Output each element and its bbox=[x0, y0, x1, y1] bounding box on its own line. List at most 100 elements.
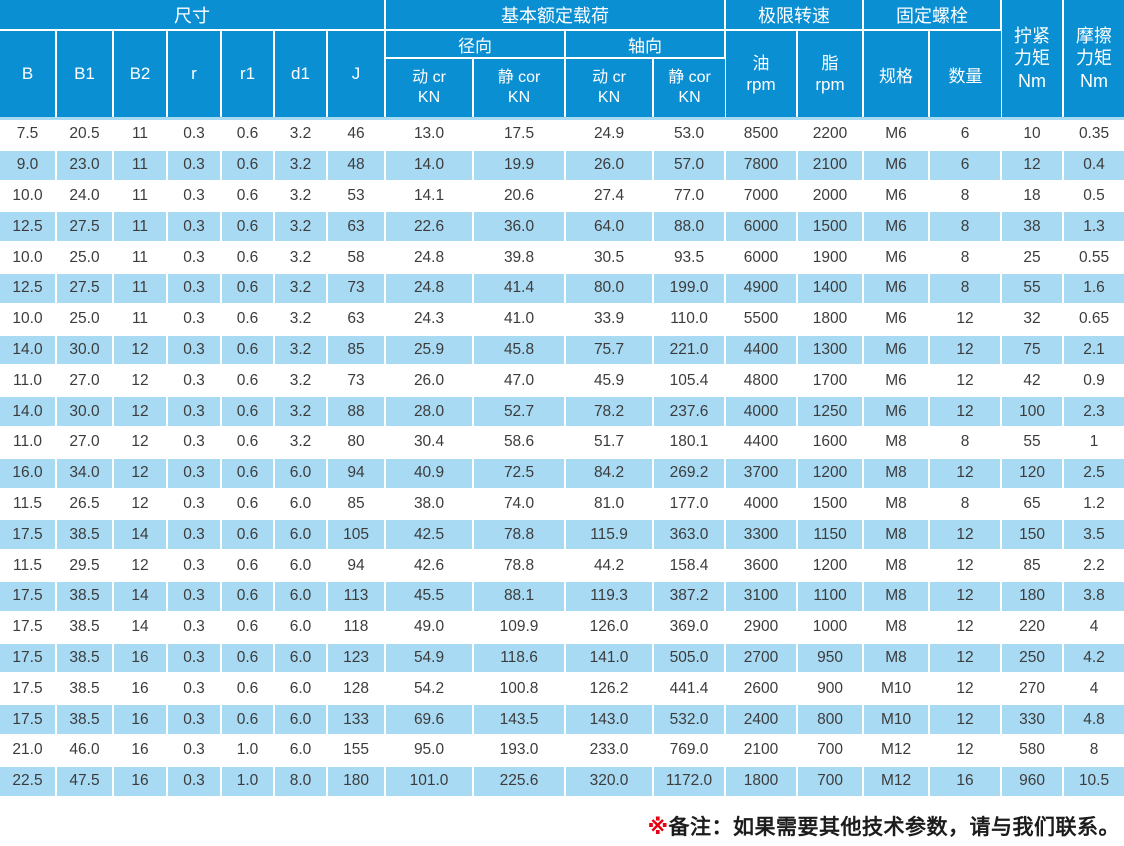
table-cell: 10.0 bbox=[0, 303, 57, 336]
table-cell: 0.6 bbox=[221, 242, 275, 274]
table-cell: 4800 bbox=[725, 365, 799, 398]
table-cell: 505.0 bbox=[653, 642, 727, 675]
table-cell: 237.6 bbox=[653, 396, 727, 428]
table-cell: 1800 bbox=[797, 303, 865, 336]
table-cell: 12 bbox=[929, 611, 1003, 644]
table-cell: 41.0 bbox=[473, 303, 567, 336]
table-cell: 141.0 bbox=[565, 642, 655, 675]
table-cell: 45.5 bbox=[385, 580, 475, 613]
table-cell: 58 bbox=[327, 242, 387, 274]
table-cell: M8 bbox=[863, 550, 931, 582]
table-cell: 12 bbox=[929, 457, 1003, 490]
table-cell: 0.3 bbox=[167, 180, 222, 213]
table-cell: 25.9 bbox=[385, 334, 475, 367]
table-cell: 3.2 bbox=[274, 116, 328, 151]
table-cell: 44.2 bbox=[565, 550, 655, 582]
table-cell: 41.4 bbox=[473, 272, 567, 305]
table-cell: 55 bbox=[1001, 272, 1065, 305]
table-cell: 0.6 bbox=[221, 180, 275, 213]
table-cell: 0.3 bbox=[167, 242, 222, 274]
table-cell: 74.0 bbox=[473, 488, 567, 521]
table-cell: 12 bbox=[113, 488, 168, 521]
table-cell: 25.0 bbox=[56, 242, 114, 274]
table-row: 16.0 34.0 12 0.3 0.6 6.0 94 40.9 72.5 84.2 269.2 37… bbox=[0, 457, 1124, 490]
table-cell: 3100 bbox=[725, 580, 799, 613]
table-cell: 12 bbox=[929, 396, 1003, 428]
table-cell: M6 bbox=[863, 180, 931, 213]
note-reference-mark: ※ bbox=[647, 815, 669, 839]
table-cell: 0.6 bbox=[221, 488, 275, 521]
table-cell: 6.0 bbox=[274, 642, 328, 675]
table-cell: 0.3 bbox=[167, 116, 222, 151]
table-cell: 46.0 bbox=[56, 734, 114, 767]
table-row: 17.5 38.5 14 0.3 0.6 6.0 113 45.5 88.1 119.3 387.2… bbox=[0, 580, 1124, 613]
table-row: 11.5 26.5 12 0.3 0.6 6.0 85 38.0 74.0 81.0 177.0 40… bbox=[0, 488, 1124, 521]
table-cell: 10 bbox=[1001, 116, 1065, 151]
table-cell: 51.7 bbox=[565, 426, 655, 459]
table-cell: 4 bbox=[1063, 673, 1124, 706]
friction-torque-unit: Nm bbox=[1080, 70, 1109, 91]
table-cell: M8 bbox=[863, 457, 931, 490]
oil-unit: rpm bbox=[746, 75, 776, 94]
table-cell: 85 bbox=[327, 488, 387, 521]
column-header-oil-rpm: 油 rpm bbox=[725, 30, 799, 120]
table-cell: 4900 bbox=[725, 272, 799, 305]
table-cell: 16 bbox=[113, 642, 168, 675]
table-cell: 17.5 bbox=[473, 116, 567, 151]
table-cell: 8 bbox=[929, 180, 1003, 213]
table-cell: 78.8 bbox=[473, 519, 567, 552]
table-cell: 3.2 bbox=[274, 396, 328, 428]
table-cell: 3600 bbox=[725, 550, 799, 582]
footer-note: ※备注：如果需要其他技术参数，请与我们联系。 bbox=[0, 811, 1124, 841]
column-header-axial-static: 静 cor KN bbox=[653, 58, 726, 120]
table-cell: 84.2 bbox=[565, 457, 655, 490]
table-cell: 2200 bbox=[797, 116, 865, 151]
table-cell: 12 bbox=[929, 519, 1003, 552]
table-cell: 0.4 bbox=[1063, 149, 1124, 182]
table-cell: 38.5 bbox=[56, 704, 114, 736]
radial-static-label: 静 cor bbox=[497, 69, 541, 86]
table-cell: 270 bbox=[1001, 673, 1065, 706]
table-cell: 3.2 bbox=[274, 365, 328, 398]
table-cell: 12 bbox=[929, 673, 1003, 706]
table-cell: M6 bbox=[863, 396, 931, 428]
table-cell: 18 bbox=[1001, 180, 1065, 213]
table-cell: M8 bbox=[863, 642, 931, 675]
table-cell: 17.5 bbox=[0, 642, 57, 675]
table-cell: 11 bbox=[113, 242, 168, 274]
table-cell: 10.5 bbox=[1063, 765, 1124, 798]
group-header-axial: 轴向 bbox=[565, 30, 727, 59]
table-cell: 54.2 bbox=[385, 673, 475, 706]
table-cell: 150 bbox=[1001, 519, 1065, 552]
table-cell: 143.0 bbox=[565, 704, 655, 736]
table-row: 10.0 24.0 11 0.3 0.6 3.2 53 14.1 20.6 27.4 77.0 700… bbox=[0, 180, 1124, 213]
table-cell: 94 bbox=[327, 550, 387, 582]
table-cell: 38 bbox=[1001, 211, 1065, 244]
table-cell: 1.2 bbox=[1063, 488, 1124, 521]
table-cell: 950 bbox=[797, 642, 865, 675]
table-cell: 95.0 bbox=[385, 734, 475, 767]
table-cell: 180 bbox=[327, 765, 387, 798]
table-cell: 9.0 bbox=[0, 149, 57, 182]
table-cell: M10 bbox=[863, 673, 931, 706]
column-header-J: J bbox=[327, 30, 387, 120]
table-cell: 14.0 bbox=[0, 334, 57, 367]
table-row: 17.5 38.5 14 0.3 0.6 6.0 105 42.5 78.8 115.9 363.0… bbox=[0, 519, 1124, 552]
table-cell: 180.1 bbox=[653, 426, 727, 459]
table-cell: 6000 bbox=[725, 242, 799, 274]
table-cell: 0.3 bbox=[167, 426, 222, 459]
table-cell: 1.3 bbox=[1063, 211, 1124, 244]
radial-dynamic-unit: KN bbox=[417, 89, 441, 106]
table-cell: 133 bbox=[327, 704, 387, 736]
table-cell: 45.8 bbox=[473, 334, 567, 367]
table-cell: 0.6 bbox=[221, 704, 275, 736]
table-cell: 1100 bbox=[797, 580, 865, 613]
group-header-fixing-bolt: 固定螺栓 bbox=[863, 0, 1003, 31]
table-cell: M8 bbox=[863, 488, 931, 521]
header-group-row: 尺寸 基本额定载荷 极限转速 固定螺栓 拧紧 力矩 Nm 摩擦 力矩 Nm bbox=[0, 0, 1124, 120]
table-cell: 42.6 bbox=[385, 550, 475, 582]
table-cell: 32 bbox=[1001, 303, 1065, 336]
table-cell: 11 bbox=[113, 272, 168, 305]
table-cell: 0.65 bbox=[1063, 303, 1124, 336]
table-cell: 26.5 bbox=[56, 488, 114, 521]
